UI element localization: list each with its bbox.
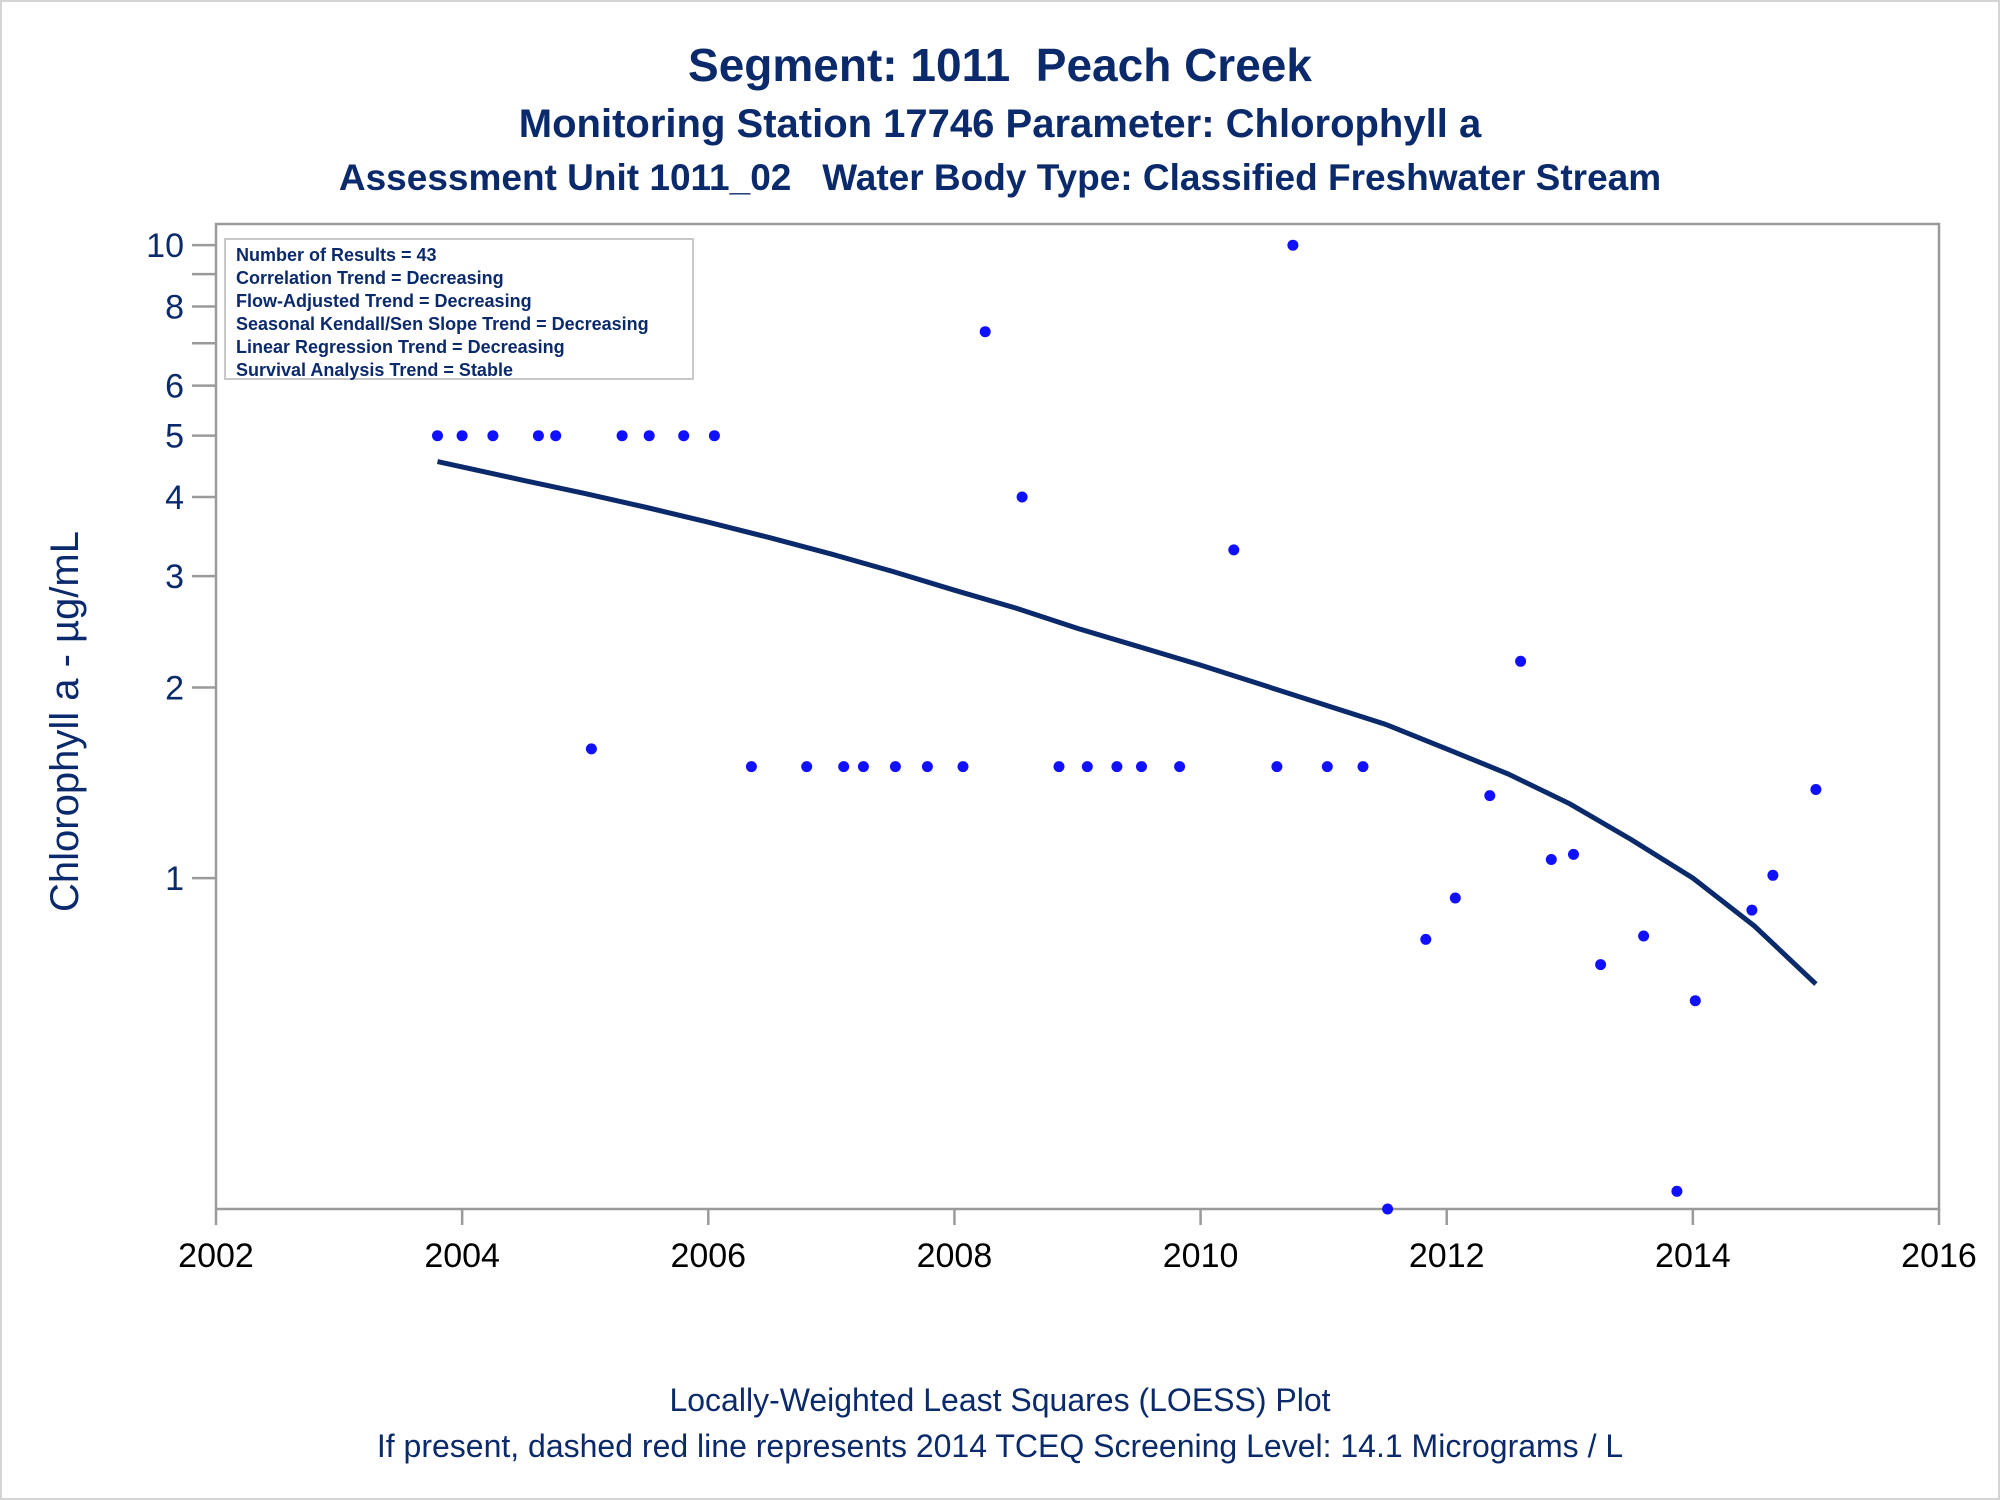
y-tick-label: 10 xyxy=(146,227,184,265)
x-tick-label: 2006 xyxy=(670,1237,746,1275)
data-point xyxy=(801,761,813,773)
data-point xyxy=(1081,761,1093,773)
y-axis: 1 2 3 4 5 6 8 10 xyxy=(146,227,216,898)
y-tick-label: 5 xyxy=(165,418,184,456)
chart-subtitle-station: Monitoring Station 17746 Parameter: Chlo… xyxy=(518,102,1482,146)
data-point xyxy=(616,430,628,442)
data-point xyxy=(1053,761,1065,773)
y-tick-label: 8 xyxy=(165,288,184,326)
x-tick-label: 2016 xyxy=(1901,1237,1977,1275)
x-tick-label: 2002 xyxy=(178,1237,254,1275)
data-point xyxy=(487,430,499,442)
x-tick-label: 2008 xyxy=(917,1237,993,1275)
x-tick-label: 2012 xyxy=(1409,1237,1485,1275)
loess-trend-line xyxy=(436,459,1818,986)
data-point xyxy=(1595,959,1607,971)
data-point xyxy=(1484,790,1496,802)
y-tick-label: 4 xyxy=(165,479,184,517)
y-tick-label: 3 xyxy=(165,558,184,596)
data-point xyxy=(745,761,757,773)
data-point xyxy=(957,761,969,773)
data-point xyxy=(1174,761,1186,773)
data-point xyxy=(585,743,597,755)
data-point xyxy=(1689,995,1701,1007)
x-tick-label: 2014 xyxy=(1655,1237,1731,1275)
data-point xyxy=(1420,933,1432,945)
y-tick-label: 1 xyxy=(165,860,184,898)
data-point xyxy=(550,430,562,442)
plot-area xyxy=(214,222,1941,1211)
data-point xyxy=(643,430,655,442)
inset-number-of-results: Number of Results = 43 xyxy=(236,245,437,265)
data-point xyxy=(1321,761,1333,773)
data-point xyxy=(1568,848,1579,860)
y-tick-label: 2 xyxy=(165,670,184,708)
data-point xyxy=(1746,904,1758,916)
data-point xyxy=(1515,655,1527,667)
chart-title: Segment: 1011 Peach Creek xyxy=(688,39,1312,91)
inset-linear-regression-trend: Linear Regression Trend = Decreasing xyxy=(236,337,565,357)
data-point xyxy=(1136,761,1147,773)
footnote-screening-level: If present, dashed red line represents 2… xyxy=(376,1428,1624,1464)
x-tick-label: 2010 xyxy=(1163,1237,1239,1275)
data-point xyxy=(708,430,720,442)
x-tick-label: 2004 xyxy=(424,1237,500,1275)
data-point xyxy=(979,326,991,338)
y-axis-label: Chlorophyll a - µg/mL xyxy=(43,531,87,912)
data-point xyxy=(857,761,869,773)
data-points xyxy=(432,239,1822,1215)
data-point xyxy=(532,430,544,442)
data-point xyxy=(678,430,690,442)
data-point xyxy=(921,761,933,773)
x-axis: 2002 2004 2006 2008 2010 2012 2014 2016 xyxy=(178,1209,1977,1275)
data-point xyxy=(1638,930,1650,942)
data-point xyxy=(456,430,468,442)
data-point xyxy=(1671,1185,1683,1197)
data-point xyxy=(1767,869,1779,881)
data-point xyxy=(1228,544,1240,556)
chart-subtitle-assessment: Assessment Unit 1011_02 Water Body Type:… xyxy=(338,157,1662,198)
data-point xyxy=(838,761,850,773)
inset-flow-adjusted-trend: Flow-Adjusted Trend = Decreasing xyxy=(236,291,532,311)
footnote-loess: Locally-Weighted Least Squares (LOESS) P… xyxy=(669,1382,1331,1418)
data-point xyxy=(1287,239,1299,251)
y-tick-label: 6 xyxy=(165,368,184,406)
data-point xyxy=(1545,854,1557,865)
data-point xyxy=(1382,1203,1394,1215)
inset-seasonal-kendall-trend: Seasonal Kendall/Sen Slope Trend = Decre… xyxy=(236,314,649,334)
data-point xyxy=(1810,784,1822,795)
inset-correlation-trend: Correlation Trend = Decreasing xyxy=(236,268,504,288)
inset-survival-analysis-trend: Survival Analysis Trend = Stable xyxy=(236,360,513,380)
data-point xyxy=(1111,761,1123,773)
data-point xyxy=(432,430,443,442)
data-point xyxy=(1271,761,1283,773)
data-point xyxy=(889,761,901,773)
data-point xyxy=(1449,892,1461,904)
trend-summary-box: Number of Results = 43 Correlation Trend… xyxy=(224,238,694,380)
data-point xyxy=(1016,491,1028,503)
data-point xyxy=(1357,761,1369,773)
